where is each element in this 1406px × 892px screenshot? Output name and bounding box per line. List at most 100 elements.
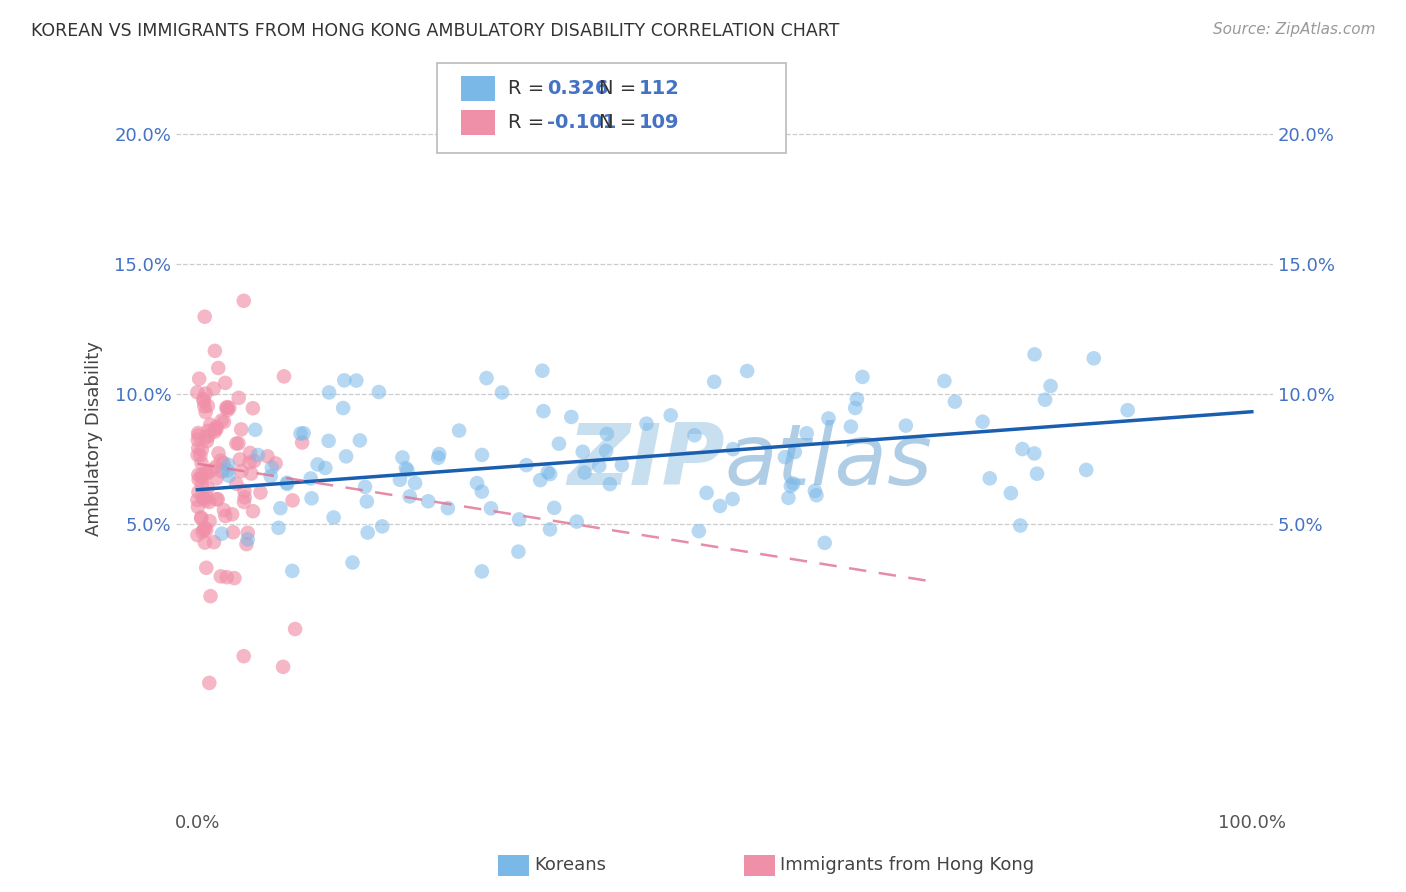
Point xyxy=(239,446,262,460)
Point xyxy=(1010,518,1032,533)
Text: KOREAN VS IMMIGRANTS FROM HONG KONG AMBULATORY DISABILITY CORRELATION CHART: KOREAN VS IMMIGRANTS FROM HONG KONG AMBU… xyxy=(31,22,839,40)
Point xyxy=(276,475,298,490)
Point xyxy=(395,461,418,475)
Point xyxy=(204,343,226,358)
Point xyxy=(851,370,873,384)
Point xyxy=(349,434,371,448)
Point xyxy=(221,508,243,522)
Point xyxy=(683,428,706,442)
Point xyxy=(232,649,254,664)
Point xyxy=(194,489,217,503)
Point xyxy=(187,472,209,486)
Point xyxy=(198,495,221,509)
Point xyxy=(205,422,228,436)
Point xyxy=(1033,392,1056,407)
Point xyxy=(194,386,217,401)
Point xyxy=(404,476,426,491)
Point xyxy=(636,417,658,431)
Point xyxy=(225,436,247,450)
Point xyxy=(194,521,217,535)
Point xyxy=(194,405,217,419)
Point xyxy=(1000,486,1022,500)
Point xyxy=(197,481,219,495)
Point xyxy=(190,510,212,524)
Point xyxy=(193,491,215,506)
Point xyxy=(186,528,208,542)
Point xyxy=(610,458,633,472)
Text: -0.101: -0.101 xyxy=(547,112,616,132)
Text: R =: R = xyxy=(508,112,550,132)
Point xyxy=(515,458,537,472)
Point xyxy=(1011,442,1033,456)
Point xyxy=(371,519,394,533)
Point xyxy=(721,491,744,506)
Point xyxy=(249,485,271,500)
Point xyxy=(195,434,218,449)
Point xyxy=(191,491,214,505)
Point xyxy=(231,422,253,436)
Point xyxy=(245,423,267,437)
Point xyxy=(292,426,315,441)
Point xyxy=(187,441,209,455)
Point xyxy=(367,384,389,399)
Point xyxy=(782,476,804,491)
Point xyxy=(209,453,232,467)
Point xyxy=(204,422,226,436)
Point xyxy=(217,403,239,417)
Point xyxy=(235,537,257,551)
Point xyxy=(205,492,228,507)
Point xyxy=(475,371,498,385)
Point xyxy=(588,458,610,473)
Point xyxy=(200,463,222,477)
Point xyxy=(188,449,211,463)
Point xyxy=(187,500,209,514)
Point xyxy=(783,445,806,459)
Point xyxy=(391,450,413,465)
Point xyxy=(703,375,725,389)
Point xyxy=(396,463,419,477)
Point xyxy=(264,457,287,471)
Point xyxy=(290,426,312,441)
Text: 0.326: 0.326 xyxy=(547,78,609,98)
Point xyxy=(217,464,239,478)
Point xyxy=(388,473,411,487)
Point xyxy=(186,385,208,400)
Point xyxy=(224,571,246,585)
Point xyxy=(531,404,554,418)
Point xyxy=(318,385,340,400)
Text: Source: ZipAtlas.com: Source: ZipAtlas.com xyxy=(1212,22,1375,37)
Point xyxy=(228,391,250,405)
Point xyxy=(696,486,718,500)
Point xyxy=(356,494,378,508)
Point xyxy=(332,401,354,415)
Point xyxy=(233,490,256,504)
Point xyxy=(214,508,236,523)
Point xyxy=(197,429,219,443)
Point xyxy=(187,425,209,440)
Point xyxy=(1024,446,1046,460)
Point xyxy=(194,493,217,508)
Point xyxy=(565,515,588,529)
Point xyxy=(688,524,710,538)
Point xyxy=(238,456,260,470)
Point xyxy=(243,454,266,468)
Point xyxy=(894,418,917,433)
Point xyxy=(537,465,560,479)
Point xyxy=(233,483,256,498)
Point xyxy=(190,468,212,483)
Point xyxy=(242,401,264,416)
Point xyxy=(284,622,307,636)
Point xyxy=(188,372,211,386)
Text: N =: N = xyxy=(599,112,643,132)
Point xyxy=(207,492,229,507)
Point xyxy=(844,401,866,415)
Point xyxy=(276,477,298,491)
Point xyxy=(193,392,215,406)
Point xyxy=(599,477,621,491)
Point xyxy=(256,450,278,464)
Point xyxy=(491,385,513,400)
Point xyxy=(267,521,290,535)
Point xyxy=(195,430,218,444)
Text: Koreans: Koreans xyxy=(534,856,606,874)
Point xyxy=(225,476,247,491)
